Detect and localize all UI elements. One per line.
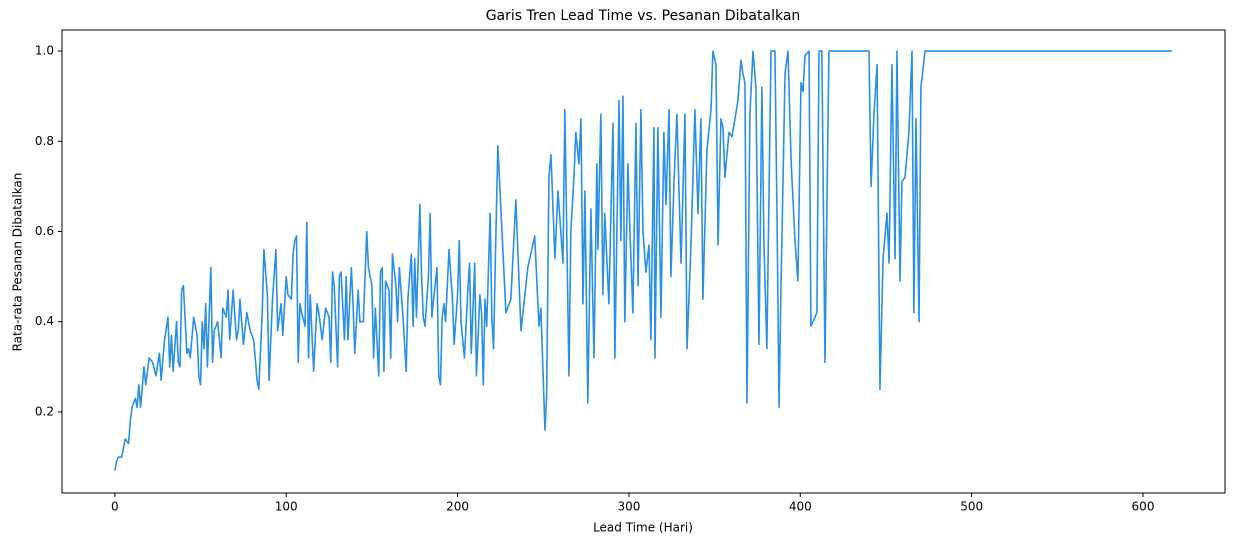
x-tick-label: 300	[617, 500, 640, 514]
x-tick-label: 400	[789, 500, 812, 514]
x-tick-label: 0	[111, 500, 119, 514]
x-axis-label: Lead Time (Hari)	[593, 521, 693, 535]
y-axis-label: Rata-rata Pesanan Dibatalkan	[11, 173, 25, 352]
y-tick-label: 0.6	[35, 224, 54, 238]
y-tick-label: 0.2	[35, 404, 54, 418]
x-tick-label: 500	[960, 500, 983, 514]
y-tick-label: 0.8	[35, 134, 54, 148]
y-tick-label: 0.4	[35, 314, 54, 328]
plot-frame	[61, 29, 1226, 494]
trend-line	[114, 50, 1173, 471]
x-tick-label: 600	[1132, 500, 1155, 514]
x-tick-label: 200	[446, 500, 469, 514]
y-tick-label: 1.0	[35, 44, 54, 58]
chart-title: Garis Tren Lead Time vs. Pesanan Dibatal…	[486, 8, 801, 24]
x-tick-label: 100	[275, 500, 298, 514]
